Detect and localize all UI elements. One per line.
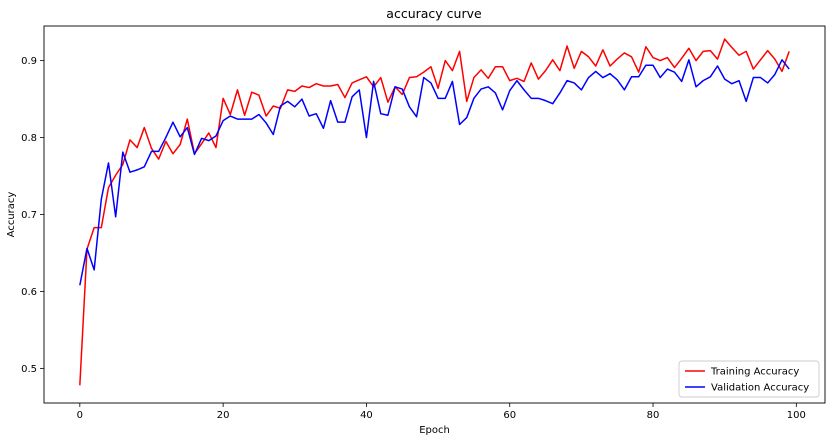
legend: Training Accuracy Validation Accuracy (678, 360, 820, 398)
plot-frame (43, 25, 826, 404)
x-tick-label: 0 (77, 410, 83, 421)
legend-label-training: Training Accuracy (710, 367, 799, 378)
plot-area: 0 20 40 60 80 100 0.5 0.6 0.7 0.8 0.9 (21, 25, 826, 421)
y-tick-label: 0.9 (21, 56, 37, 67)
legend-box (678, 360, 820, 398)
y-tick-label: 0.5 (21, 364, 37, 375)
x-tick-label: 20 (217, 410, 230, 421)
x-axis-label: Epoch (419, 425, 450, 436)
series-layer (79, 38, 790, 386)
y-axis: 0.5 0.6 0.7 0.8 0.9 (21, 56, 44, 375)
x-tick-label: 60 (503, 410, 516, 421)
validation-accuracy-line (79, 59, 790, 286)
y-axis-label: Accuracy (6, 192, 17, 238)
y-tick-label: 0.6 (21, 287, 37, 298)
x-tick-label: 80 (647, 410, 660, 421)
training-accuracy-line (79, 38, 790, 386)
legend-label-validation: Validation Accuracy (711, 383, 809, 394)
chart-title: accuracy curve (386, 6, 482, 21)
x-axis: 0 20 40 60 80 100 (77, 403, 806, 421)
y-tick-label: 0.7 (21, 210, 37, 221)
y-tick-label: 0.8 (21, 133, 37, 144)
x-tick-label: 40 (360, 410, 373, 421)
x-tick-label: 100 (787, 410, 806, 421)
